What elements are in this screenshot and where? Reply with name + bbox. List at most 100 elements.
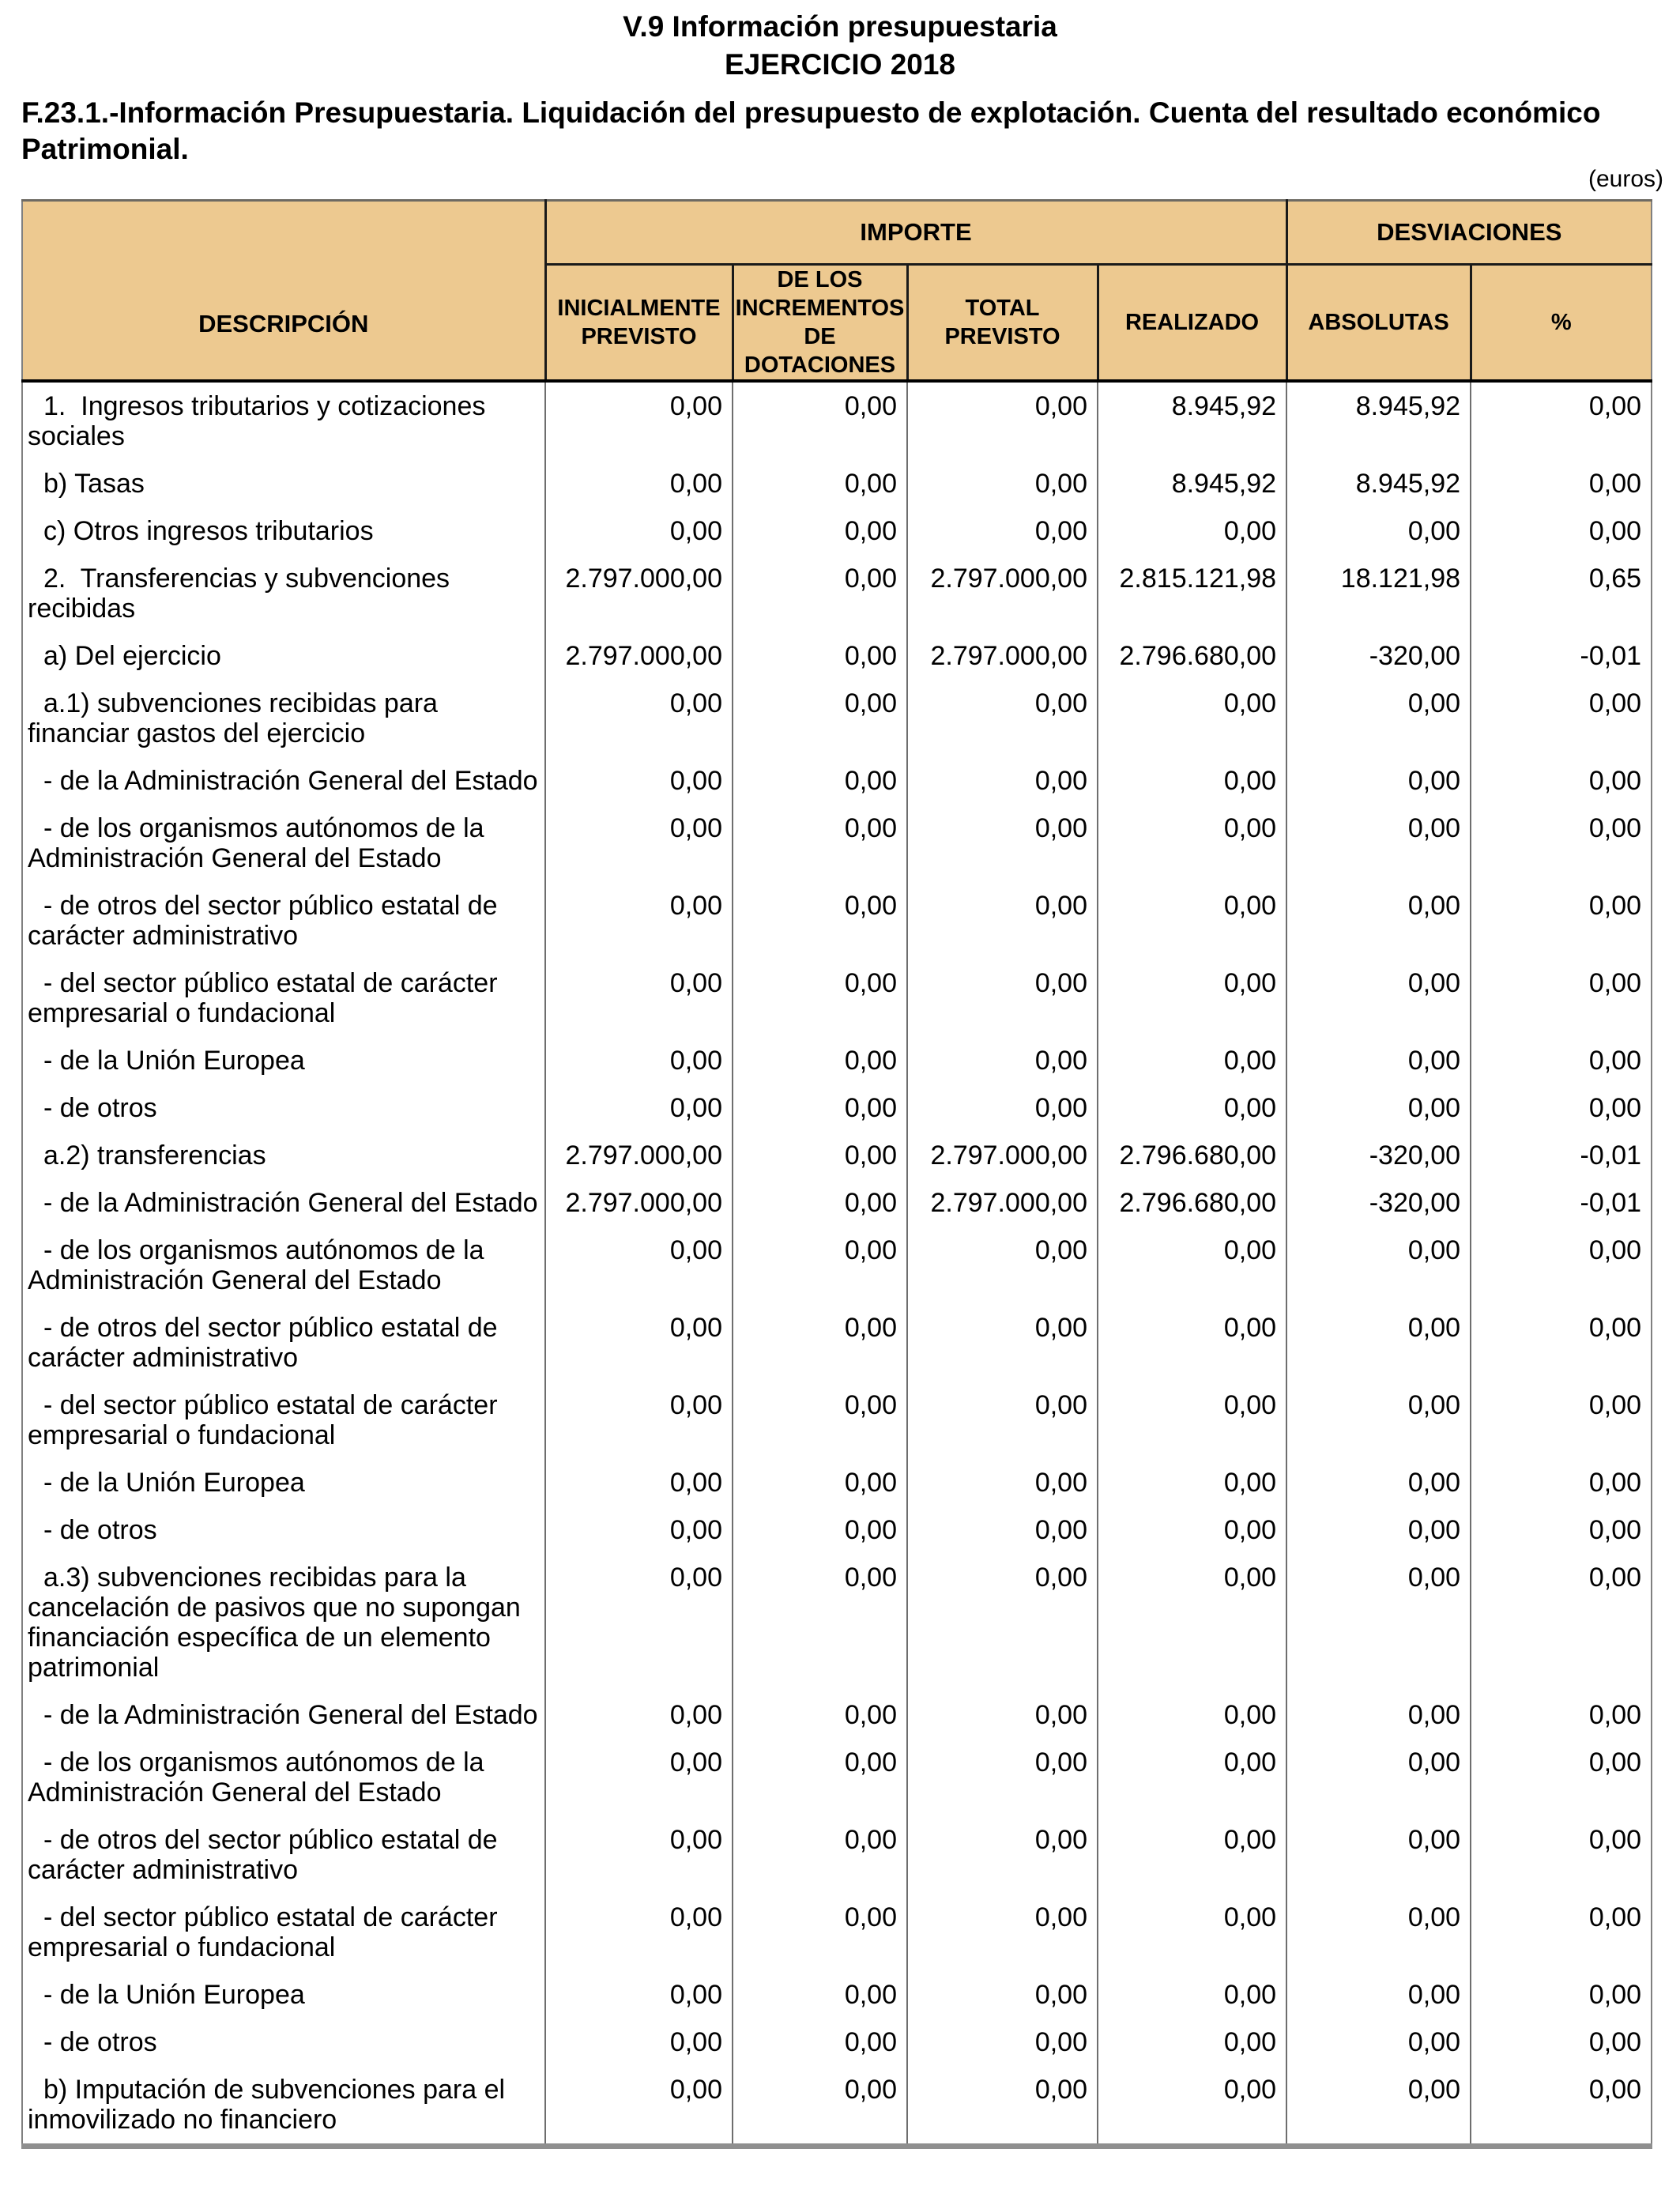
- value-cell: 0,00: [1098, 1037, 1288, 1084]
- table-row: - del sector público estatal de carácter…: [22, 959, 1652, 1037]
- value-cell: 0,00: [1286, 2066, 1472, 2147]
- value-cell: 0,00: [1098, 1554, 1288, 1691]
- table-row: 2. Transferencias y subvenciones recibid…: [22, 555, 1652, 632]
- value-cell: 0,00: [907, 1816, 1098, 1894]
- value-cell: 0,00: [1286, 1506, 1472, 1554]
- value-cell: 0,00: [1588, 1235, 1642, 1265]
- value-cell: 0,00: [907, 507, 1098, 555]
- value-cell: 0,00: [545, 1382, 733, 1459]
- description-cell: - del sector público estatal de carácter…: [22, 1382, 546, 1459]
- value-cell: 0,00: [907, 1227, 1098, 1304]
- value-cell: 0,00: [907, 1459, 1098, 1506]
- value-cell: 0,00: [1286, 1554, 1472, 1691]
- value-cell: 0,00: [733, 1382, 908, 1459]
- value-cell: 0,00: [733, 1894, 908, 1971]
- value-cell: 2.815.121,98: [1098, 555, 1288, 632]
- value-cell: 0,00: [1098, 805, 1288, 882]
- description-cell: 2. Transferencias y subvenciones recibid…: [22, 555, 546, 632]
- value-cell: 0,00: [907, 381, 1098, 460]
- table-row: - de otros 0,00 0,00 0,00 0,00 0,00 0,00: [22, 2019, 1652, 2066]
- currency-unit-note: (euros): [1588, 166, 1663, 192]
- value-cell: -0,01: [1580, 1140, 1642, 1171]
- value-cell: 0,00: [1098, 1691, 1288, 1739]
- section-heading: F.23.1.-Información Presupuestaria. Liqu…: [21, 96, 1601, 165]
- col-header-descripcion: DESCRIPCIÓN: [22, 200, 547, 383]
- value-cell: 0,00: [1286, 1816, 1472, 1894]
- value-cell: 0,00: [1098, 1739, 1288, 1816]
- value-cell: 0,00: [545, 1506, 733, 1554]
- value-cell: 0,00: [907, 1971, 1098, 2019]
- value-cell: 0,00: [1098, 1894, 1288, 1971]
- table-row: - de otros 0,00 0,00 0,00 0,00 0,00 0,00: [22, 1506, 1652, 1554]
- col-header-incrementos-de-dotaciones: DE LOS INCREMENTOS DE DOTACIONES: [733, 264, 909, 383]
- value-cell: 0,00: [1098, 1304, 1288, 1382]
- description-cell: - de la Administración General del Estad…: [22, 1179, 546, 1227]
- value-cell: 0,00: [733, 632, 908, 680]
- value-cell: 0,00: [1098, 1084, 1288, 1132]
- value-cell: 0,00: [1286, 1971, 1472, 2019]
- value-cell: 0,00: [1588, 391, 1642, 421]
- value-cell: 0,00: [733, 1554, 908, 1691]
- value-cell: 0,00: [733, 1691, 908, 1739]
- value-cell: 0,00: [733, 805, 908, 882]
- value-cell: 0,00: [545, 757, 733, 805]
- value-cell: 0,00: [1098, 680, 1288, 757]
- description-cell: - de otros del sector público estatal de…: [22, 1304, 546, 1382]
- table-row: - de los organismos autónomos de la Admi…: [22, 1227, 1652, 1304]
- value-cell: 0,00: [1098, 757, 1288, 805]
- table-row: a.3) subvenciones recibidas para la canc…: [22, 1554, 1652, 1691]
- table-row: - del sector público estatal de carácter…: [22, 1382, 1652, 1459]
- value-cell: 0,00: [907, 959, 1098, 1037]
- value-cell: 0,00: [1286, 805, 1472, 882]
- report-title: V.9 Información presupuestaria: [623, 10, 1057, 43]
- value-cell: 0,00: [1588, 891, 1642, 921]
- table-row: b) Tasas 0,00 0,00 0,00 8.945,92 8.945,92 0,00: [22, 460, 1652, 507]
- table-row: - de la Unión Europea 0,00 0,00 0,00 0,00 0,0…: [22, 1037, 1652, 1084]
- value-cell: 2.797.000,00: [907, 555, 1098, 632]
- value-cell: -320,00: [1286, 1179, 1472, 1227]
- value-cell: 0,00: [545, 1304, 733, 1382]
- value-cell: 2.797.000,00: [545, 632, 733, 680]
- value-cell: 2.796.680,00: [1098, 1132, 1288, 1179]
- value-cell: 0,00: [907, 882, 1098, 959]
- description-cell: a) Del ejercicio: [22, 632, 546, 680]
- value-cell: 2.797.000,00: [907, 1132, 1098, 1179]
- value-cell: -0,01: [1580, 641, 1642, 671]
- description-cell: - de los organismos autónomos de la Admi…: [22, 805, 546, 882]
- col-group-desviaciones: DESVIACIONES: [1286, 200, 1652, 266]
- value-cell: 0,00: [1588, 1468, 1642, 1498]
- value-cell: 0,00: [545, 2019, 733, 2066]
- value-cell: 0,00: [1588, 766, 1642, 796]
- description-cell: a.2) transferencias: [22, 1132, 546, 1179]
- value-cell: 0,00: [1588, 813, 1642, 843]
- value-cell: 0,00: [545, 959, 733, 1037]
- value-cell: 0,00: [733, 507, 908, 555]
- value-cell: 8.945,92: [1098, 460, 1288, 507]
- description-cell: c) Otros ingresos tributarios: [22, 507, 546, 555]
- value-cell: 0,00: [1286, 1739, 1472, 1816]
- description-cell: - de otros del sector público estatal de…: [22, 1816, 546, 1894]
- value-cell: 0,00: [1286, 959, 1472, 1037]
- value-cell: 0,00: [907, 2066, 1098, 2147]
- value-cell: 0,00: [545, 2066, 733, 2147]
- value-cell: 0,00: [545, 507, 733, 555]
- value-cell: 0,00: [733, 882, 908, 959]
- value-cell: 0,00: [733, 2066, 908, 2147]
- value-cell: 0,00: [1286, 2019, 1472, 2066]
- value-cell: 0,00: [1588, 516, 1642, 546]
- value-cell: 0,00: [1588, 968, 1642, 998]
- table-row: - de otros 0,00 0,00 0,00 0,00 0,00 0,00: [22, 1084, 1652, 1132]
- value-cell: 8.945,92: [1286, 460, 1472, 507]
- value-cell: 0,00: [1286, 1459, 1472, 1506]
- value-cell: 0,00: [1588, 1515, 1642, 1545]
- value-cell: 0,00: [545, 1227, 733, 1304]
- value-cell: 2.797.000,00: [907, 1179, 1098, 1227]
- value-cell: 0,00: [733, 1506, 908, 1554]
- value-cell: 0,00: [907, 1084, 1098, 1132]
- value-cell: -320,00: [1286, 1132, 1472, 1179]
- table-row: - de la Unión Europea 0,00 0,00 0,00 0,00 0,0…: [22, 1971, 1652, 2019]
- col-header-percent: %: [1471, 264, 1652, 383]
- value-cell: 18.121,98: [1286, 555, 1472, 632]
- value-cell: 0,00: [733, 555, 908, 632]
